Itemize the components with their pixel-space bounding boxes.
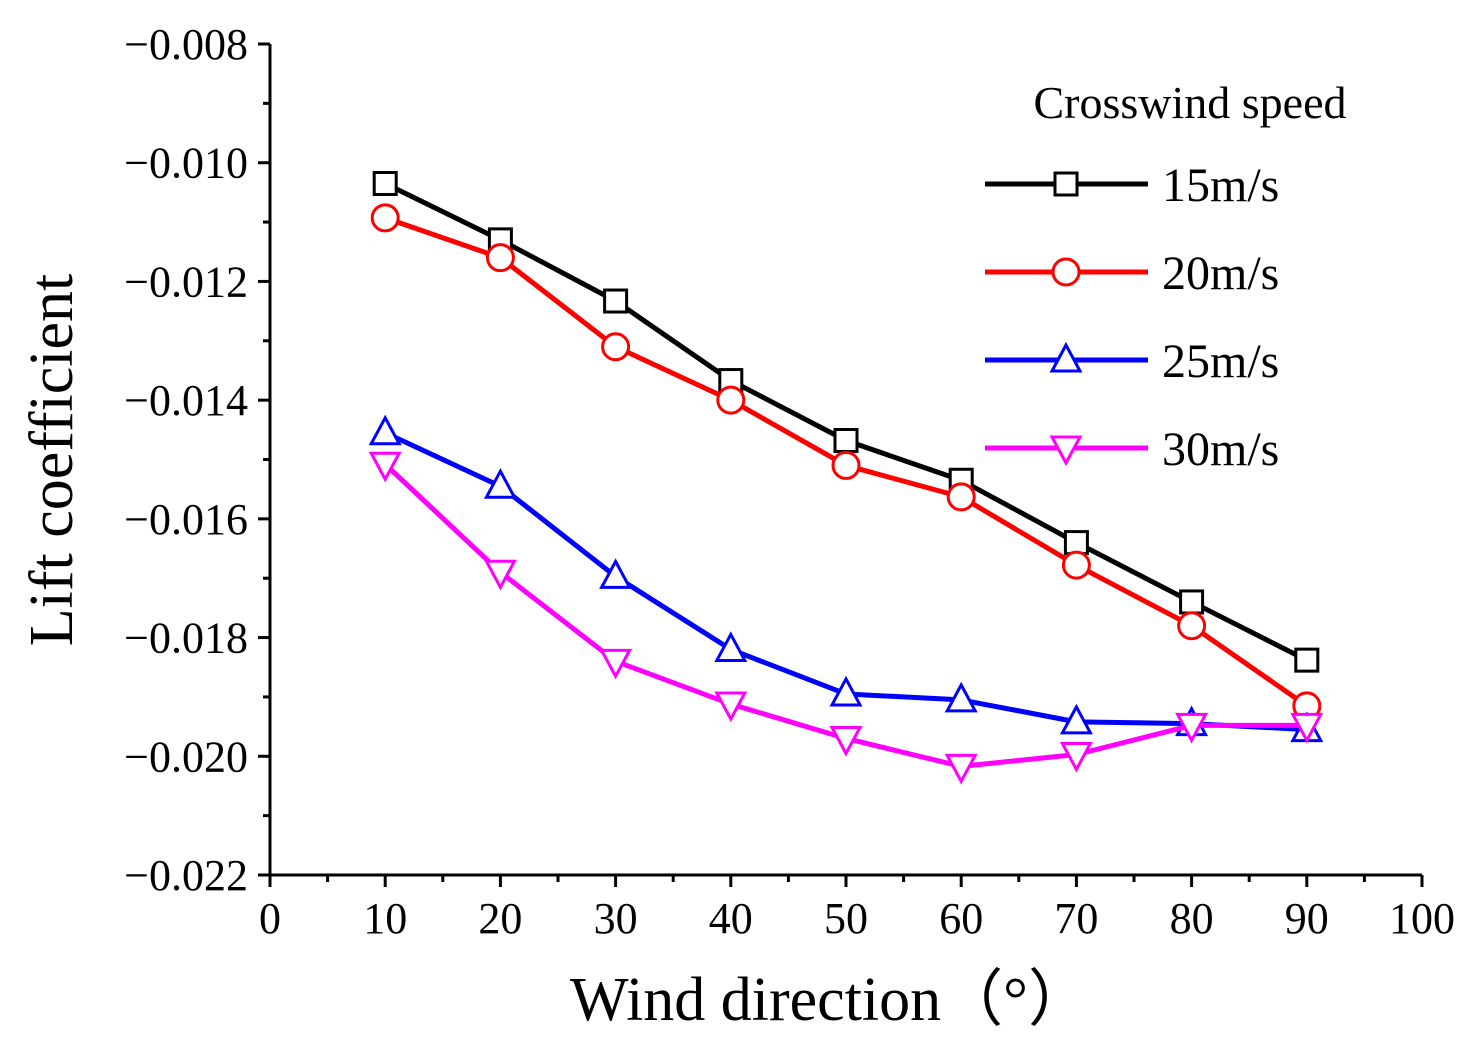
x-tick-label: 0 (259, 894, 281, 943)
data-point (603, 288, 629, 314)
legend-label: 20m/s (1162, 247, 1279, 300)
legend: Crosswind speed 15m/s 20m/s 25m/s 30m/s (985, 77, 1347, 476)
data-point (1059, 742, 1093, 773)
x-tick-label: 10 (363, 894, 407, 943)
data-point (1063, 530, 1089, 556)
data-point (714, 631, 748, 662)
legend-marker (1053, 171, 1079, 197)
data-point (599, 558, 633, 589)
data-point (485, 243, 515, 273)
legend-item: 30m/s (985, 423, 1279, 476)
data-point (370, 203, 400, 233)
data-point (946, 482, 976, 512)
y-tick-label: −0.020 (124, 732, 248, 781)
data-point (944, 681, 978, 713)
series-20m/s (370, 203, 1322, 721)
x-tick-label: 60 (939, 894, 983, 943)
x-tick-label: 40 (709, 894, 753, 943)
x-tick-label: 50 (824, 894, 868, 943)
y-tick-label: −0.014 (124, 376, 248, 425)
data-point (714, 691, 748, 723)
data-point (831, 450, 861, 480)
y-tick-label: −0.022 (124, 851, 248, 900)
legend-item: 15m/s (985, 159, 1279, 212)
legend-marker (1049, 435, 1083, 467)
legend-title: Crosswind speed (1033, 77, 1346, 128)
data-point (368, 414, 402, 446)
y-tick-label: −0.016 (124, 495, 248, 544)
legend-item: 20m/s (985, 247, 1279, 300)
x-tick-label: 100 (1389, 894, 1455, 943)
data-point (1177, 611, 1207, 641)
legend-marker (1051, 257, 1081, 287)
series-layer (368, 170, 1324, 785)
x-tick-label: 70 (1054, 894, 1098, 943)
data-point (483, 559, 517, 591)
data-point (829, 725, 863, 757)
x-axis-title: Wind direction（°） (570, 966, 1090, 1034)
legend-label: 25m/s (1162, 335, 1279, 388)
data-point (372, 170, 398, 196)
axes: 0 10 20 30 40 50 60 70 80 90 100 −0.008 −0.010 −0.012… (124, 20, 1455, 943)
data-point (483, 468, 517, 499)
data-point (1294, 647, 1320, 673)
y-axis-title: Lift coefficient (18, 274, 86, 646)
data-point (1179, 589, 1205, 615)
x-tick-label: 30 (594, 894, 638, 943)
y-tick-label: −0.012 (124, 257, 248, 306)
x-tick-label: 80 (1170, 894, 1214, 943)
x-tick-label: 90 (1285, 894, 1329, 943)
y-tick-label: −0.018 (124, 614, 248, 663)
data-point (1061, 550, 1091, 580)
data-point (599, 648, 633, 680)
data-point (1059, 703, 1093, 735)
data-point (368, 451, 402, 483)
legend-item: 25m/s (985, 335, 1279, 388)
y-tick-label: −0.010 (124, 139, 248, 188)
legend-marker (1049, 341, 1083, 373)
data-point (833, 428, 859, 454)
data-point (1175, 712, 1209, 744)
data-point (944, 753, 978, 785)
series-15m/s (372, 170, 1320, 673)
data-point (716, 385, 746, 415)
data-point (829, 675, 863, 707)
legend-label: 15m/s (1162, 159, 1279, 212)
series-30m/s (368, 451, 1324, 785)
data-point (1290, 712, 1324, 744)
data-point (601, 332, 631, 362)
x-tick-label: 20 (478, 894, 522, 943)
legend-label: 30m/s (1162, 423, 1279, 476)
y-tick-label: −0.008 (124, 20, 248, 69)
